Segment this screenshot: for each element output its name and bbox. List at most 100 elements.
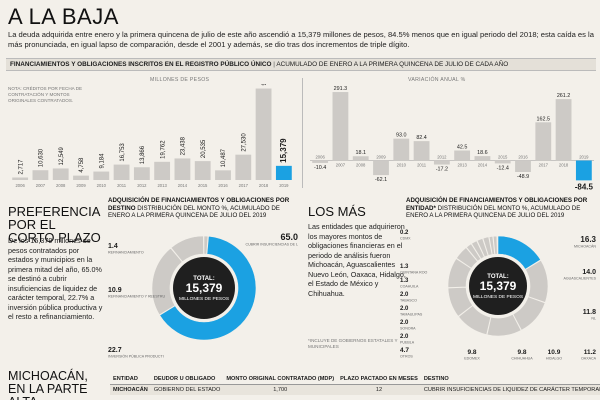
deuda-table: ENTIDAD DEUDOR U OBLIGADO MONTO ORIGINAL… [110, 374, 600, 395]
bar-2013 [154, 161, 171, 180]
var-tick-2006: 2006 [315, 155, 325, 160]
bar-2014 [174, 158, 191, 180]
bar-label-2017: 27,530 [241, 133, 247, 152]
cell-plazo: 12 [337, 384, 421, 395]
tick-2014: 2014 [178, 183, 188, 188]
var-bar-2013 [454, 150, 471, 161]
slice-label-7: OTROS [400, 355, 413, 359]
bar-label-2010: 9,184 [99, 153, 105, 169]
var-tick-2013: 2013 [457, 163, 467, 168]
tick-2011: 2011 [117, 183, 127, 188]
bar-label-2015: 20,535 [201, 139, 207, 158]
tick-2019: 2019 [279, 183, 289, 188]
slice-value-5: 9.8 [517, 349, 526, 356]
var-bar-2014 [474, 156, 491, 161]
slice-label-12: COAHUILA [400, 285, 419, 289]
slice-7 [456, 247, 478, 269]
slice-label-1: CUBRIR INSUFICIENCIAS DE L [245, 243, 298, 247]
chart2-title: VARIACIÓN ANUAL % [408, 77, 466, 83]
donut2-subtitle: DISTRIBUCIÓN DEL MONTO %, ACUMULADO DE E… [406, 204, 581, 220]
slice-1 [525, 259, 549, 303]
bar-label-2012: 13,866 [140, 145, 146, 164]
slice-10 [476, 238, 489, 258]
slice-label-8: PUEBLA [400, 341, 415, 345]
var-tick-2007: 2007 [336, 163, 346, 168]
slice-0 [497, 235, 542, 270]
slice-value-3: 10.9 [108, 287, 122, 294]
slice-value-12: 1.3 [400, 278, 409, 284]
var-bar-2015 [494, 160, 511, 164]
michoacan-title: MICHOACÁN, EN LA PARTE ALTA [8, 369, 88, 400]
bar-label-2008: 12,549 [59, 146, 65, 165]
slice-8 [466, 243, 482, 262]
banner-title: FINANCIAMIENTOS Y OBLIGACIONES INSCRITOS… [10, 61, 272, 68]
th-entidad: ENTIDAD [110, 374, 151, 385]
donut1-subtitle: DISTRIBUCIÓN DEL MONTO %, ACUMULADO DE E… [108, 204, 280, 220]
slice-label-3: OAXACA [581, 357, 597, 361]
center-value: 15,379 [186, 281, 223, 295]
var-tick-2012: 2012 [437, 155, 447, 160]
losmas-title: LOS MÁS [308, 204, 366, 219]
bar-label-2018: 99,425 [262, 84, 268, 86]
slice-value-11: 2.0 [400, 292, 409, 298]
var-tick-2015: 2015 [498, 155, 508, 160]
bar-2017 [235, 154, 252, 180]
var-label-2009: -62.1 [375, 177, 387, 183]
slice-label-9: SONORA [400, 327, 416, 331]
var-bar-2009 [373, 160, 389, 176]
bar-2011 [113, 164, 130, 180]
th-destino: DESTINO [420, 374, 600, 385]
divider [302, 78, 303, 188]
center-value: 15,379 [480, 279, 517, 293]
chart1-title: MILLONES DE PESOS [150, 77, 210, 83]
var-label-2007: 291.3 [334, 86, 348, 92]
th-deudor: DEUDOR U OBLIGADO [150, 374, 224, 385]
chart-variacion-anual: -10.4 2006 291.3 2007 18.1 2008 -62.1 2009 93.0 2… [310, 86, 594, 190]
var-tick-2019: 2019 [579, 155, 589, 160]
var-tick-2011: 2011 [417, 163, 427, 168]
bar-label-2014: 23,438 [181, 136, 187, 155]
var-bar-2011 [413, 141, 430, 161]
bar-2019 [275, 165, 292, 180]
bar-2015 [194, 161, 211, 180]
bar-2018 [255, 88, 272, 180]
slice-1 [159, 235, 257, 341]
slice-12 [488, 235, 495, 255]
donut2-title: ADQUISICIÓN DE FINANCIAMIENTOS Y OBLIGAC… [406, 197, 598, 220]
slice-3 [170, 235, 204, 263]
preferencia-title: PREFERENCIA POR EL CORTO PLAZO [8, 204, 101, 245]
losmas-footnote: *INCLUYE DE GOBIERNOS ESTATALES Y MUNICI… [308, 338, 398, 349]
center-label: TOTAL: [487, 274, 508, 280]
var-label-2015: -12.4 [497, 165, 509, 171]
cell-entidad: MICHOACÁN [110, 384, 151, 395]
bar-label-2006: 2,717 [18, 159, 24, 175]
slice-2 [151, 247, 183, 316]
slice-label-6: EDOMEX [464, 357, 480, 361]
cell-monto: 1,700 [223, 384, 338, 395]
bar-label-2009: 4,758 [79, 157, 85, 173]
bar-2008 [52, 168, 69, 180]
bar-2010 [93, 171, 110, 180]
slice-value-0: 16.3 [580, 235, 596, 244]
slice-value-4: 10.9 [548, 349, 561, 356]
slice-value-3: 11.2 [584, 349, 597, 356]
table-row: MICHOACÁN GOBIERNO DEL ESTADO 1,700 12 C… [110, 384, 600, 395]
center-unit: MILLONES DE PESOS [473, 294, 523, 300]
tick-2008: 2008 [56, 183, 66, 188]
var-label-2017: 162.5 [537, 116, 551, 122]
intro-paragraph: La deuda adquirida entre enero y la prim… [8, 30, 594, 49]
slice-value-9: 2.0 [400, 320, 409, 326]
cell-destino: CUBRIR INSUFICIENCIAS DE LIQUIDEZ DE CAR… [420, 384, 600, 395]
var-label-2019: -84.5 [575, 182, 594, 190]
tick-2007: 2007 [36, 183, 46, 188]
slice-label-14: CDMX [400, 237, 411, 241]
var-bar-2012 [433, 160, 450, 165]
donut1-title: ADQUISICIÓN DE FINANCIAMIENTOS Y OBLIGAC… [108, 197, 298, 220]
var-bar-2017 [535, 122, 552, 161]
var-tick-2010: 2010 [397, 163, 407, 168]
slice-value-8: 2.0 [400, 334, 409, 340]
slice-label-2: INVERSIÓN PÚBLICA PRODUCTI [108, 354, 164, 359]
donut-center [469, 257, 527, 315]
var-bar-2018 [555, 99, 572, 161]
